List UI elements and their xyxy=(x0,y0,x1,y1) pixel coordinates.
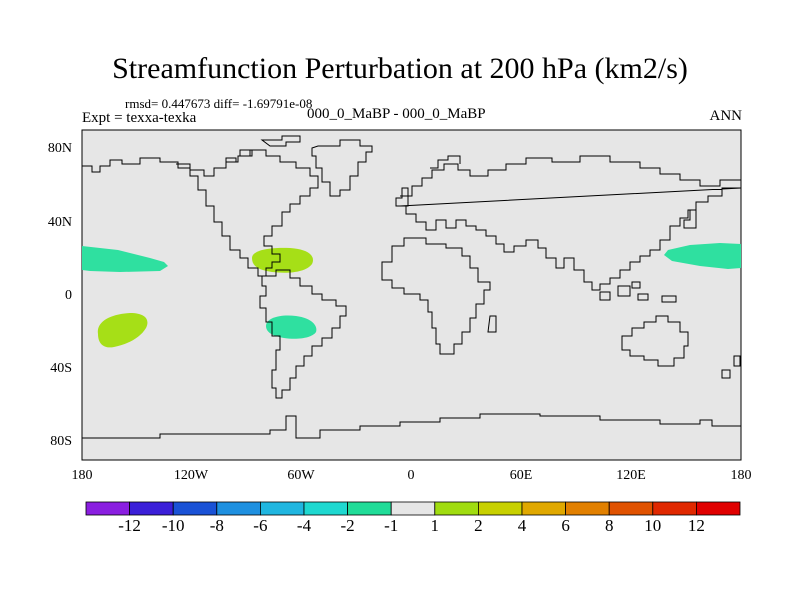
season-label: ANN xyxy=(709,108,743,124)
lat-label-40n: 40N xyxy=(47,215,72,230)
colorbar-swatch-8 xyxy=(434,501,479,516)
lon-label-60e: 60E xyxy=(509,468,533,483)
anomaly-patch-north-pacific-west xyxy=(82,246,168,272)
stats-line: rmsd= 0.447673 diff= -1.69791e-08 xyxy=(125,96,313,111)
colorbar-swatch-3 xyxy=(216,501,261,516)
colorbar-swatch-5 xyxy=(303,501,348,516)
colorbar-label-3: -6 xyxy=(253,516,268,535)
colorbar-label-2: -8 xyxy=(209,516,224,535)
colorbar-label-12: 10 xyxy=(644,516,662,535)
colorbar-label-8: 2 xyxy=(474,516,483,535)
plot-title: Streamfunction Perturbation at 200 hPa (… xyxy=(112,52,688,85)
coast-uk xyxy=(395,187,409,207)
colorbar-label-5: -2 xyxy=(340,516,355,535)
colorbar-swatch-0 xyxy=(85,501,130,516)
coast-greenland xyxy=(311,139,373,197)
colorbar-swatch-12 xyxy=(608,501,654,516)
colorbar-swatch-7 xyxy=(390,501,436,516)
coast-arctic-islands xyxy=(225,135,301,163)
colorbar-swatch-10 xyxy=(521,501,566,516)
lat-label-40s: 40S xyxy=(50,361,72,376)
colorbar-swatch-13 xyxy=(652,501,697,516)
anomaly-patch-north-pacific-east xyxy=(664,243,741,269)
lon-label-120w: 120W xyxy=(173,468,209,483)
lon-label-120e: 120E xyxy=(616,468,646,483)
lat-label-80n: 80N xyxy=(47,141,72,156)
coast-australia xyxy=(621,315,689,367)
coast-north-america xyxy=(82,149,319,277)
colorbar-swatch-11 xyxy=(565,501,610,516)
coast-antarctica xyxy=(82,413,741,439)
coast-scandinavia xyxy=(430,155,461,169)
lat-label-0: 0 xyxy=(65,288,72,303)
colorbar-label-6: -1 xyxy=(384,516,399,535)
anomaly-patch-south-pacific xyxy=(97,313,148,348)
coast-japan xyxy=(683,209,697,229)
colorbar-label-13: 12 xyxy=(687,516,705,535)
colorbar-swatch-4 xyxy=(259,501,305,516)
colorbar-label-10: 6 xyxy=(561,516,570,535)
case-label: 000_0_MaBP - 000_0_MaBP xyxy=(307,106,486,122)
coastlines xyxy=(82,135,742,439)
lat-label-80s: 80S xyxy=(50,434,72,449)
colorbar-swatch-6 xyxy=(347,501,392,516)
lon-label-180w: 180 xyxy=(71,468,93,483)
anomaly-patch-central-america xyxy=(252,247,314,273)
colorbar-label-11: 8 xyxy=(604,516,614,535)
colorbar xyxy=(85,501,741,516)
lon-label-180e: 180 xyxy=(730,468,752,483)
coast-new-zealand xyxy=(721,355,741,379)
lon-label-60w: 60W xyxy=(287,468,315,483)
coast-indonesia xyxy=(599,281,677,303)
colorbar-label-0: -12 xyxy=(118,516,141,535)
colorbar-swatch-9 xyxy=(477,501,523,516)
coast-eurasia xyxy=(399,155,742,291)
colorbar-label-4: -4 xyxy=(296,516,312,535)
coast-south-america xyxy=(259,269,347,399)
colorbar-swatch-14 xyxy=(696,501,741,516)
experiment-label: Expt = texxa-texka xyxy=(82,110,197,126)
colorbar-label-7: 1 xyxy=(430,516,440,535)
map-frame xyxy=(81,129,742,461)
coast-africa xyxy=(381,237,491,355)
colorbar-swatch-2 xyxy=(172,501,218,516)
colorbar-swatch-1 xyxy=(129,501,174,516)
colorbar-label-9: 4 xyxy=(517,516,527,535)
coast-madagascar xyxy=(487,315,497,333)
anomaly-patch-south-america xyxy=(266,315,317,339)
colorbar-label-1: -10 xyxy=(161,516,185,535)
lon-label-0: 0 xyxy=(407,468,415,483)
